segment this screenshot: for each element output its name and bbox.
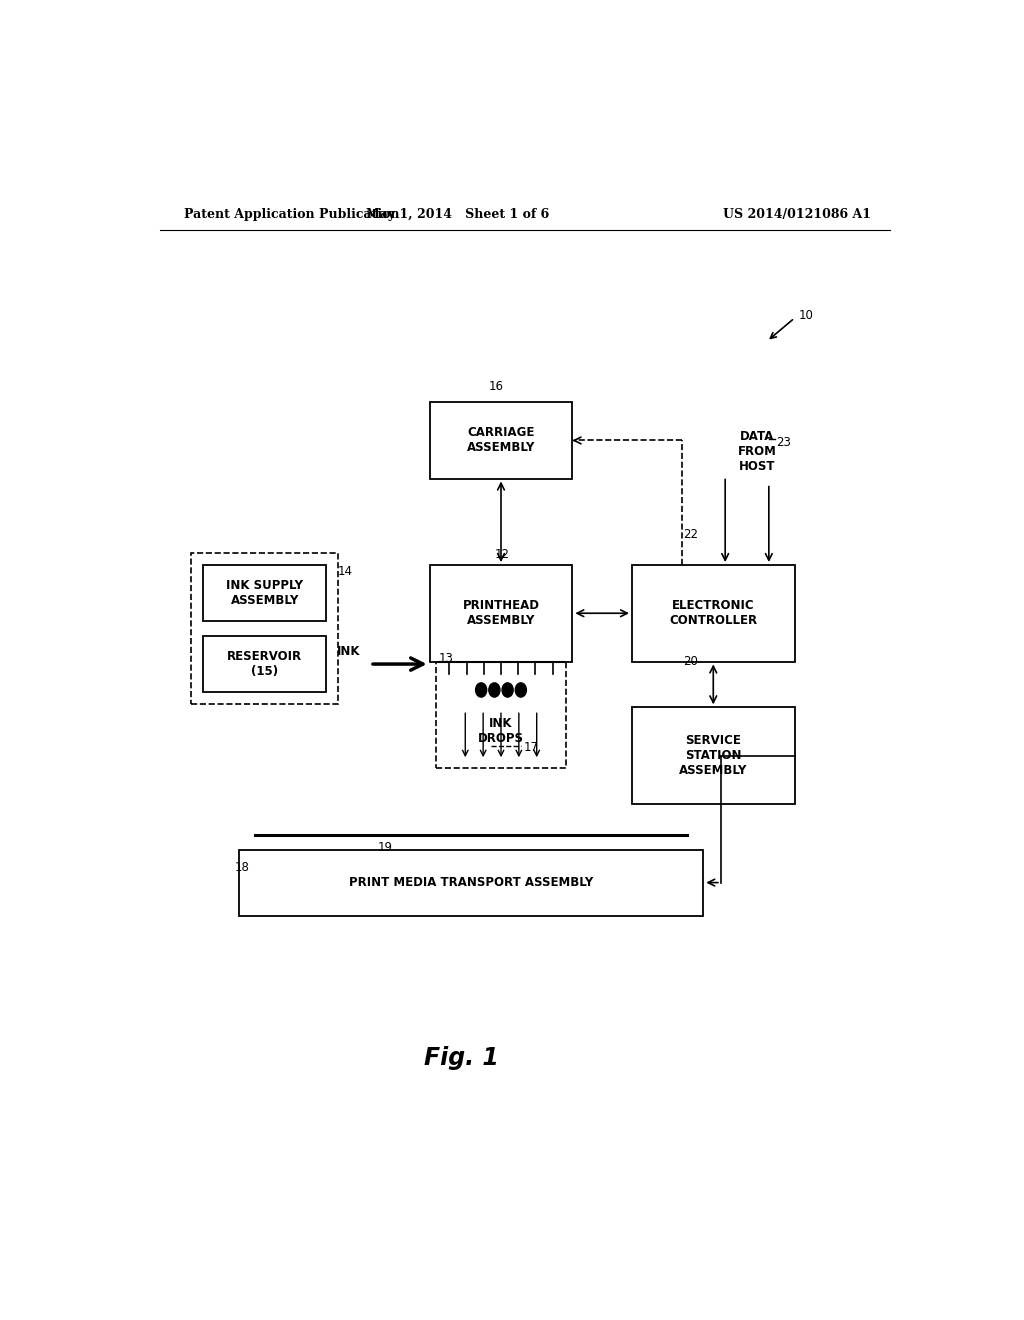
Text: INK SUPPLY
ASSEMBLY: INK SUPPLY ASSEMBLY [226, 579, 303, 607]
FancyBboxPatch shape [436, 661, 566, 768]
Circle shape [502, 682, 513, 697]
Text: May 1, 2014   Sheet 1 of 6: May 1, 2014 Sheet 1 of 6 [366, 207, 549, 220]
Text: 23: 23 [776, 437, 792, 450]
Text: SERVICE
STATION
ASSEMBLY: SERVICE STATION ASSEMBLY [679, 734, 748, 777]
Text: 22: 22 [684, 528, 698, 541]
Circle shape [515, 682, 526, 697]
FancyBboxPatch shape [632, 708, 795, 804]
Text: 13: 13 [439, 652, 454, 665]
Text: CARRIAGE
ASSEMBLY: CARRIAGE ASSEMBLY [467, 426, 536, 454]
FancyBboxPatch shape [430, 403, 572, 479]
Text: Patent Application Publication: Patent Application Publication [183, 207, 399, 220]
FancyBboxPatch shape [632, 565, 795, 661]
Text: PRINTHEAD
ASSEMBLY: PRINTHEAD ASSEMBLY [463, 599, 540, 627]
Text: 16: 16 [488, 380, 503, 392]
FancyBboxPatch shape [204, 636, 327, 692]
Text: INK: INK [337, 645, 360, 657]
Text: 18: 18 [236, 862, 250, 874]
FancyBboxPatch shape [191, 553, 338, 704]
Text: 14: 14 [338, 565, 352, 578]
FancyBboxPatch shape [430, 565, 572, 661]
Text: RESERVOIR
(15): RESERVOIR (15) [227, 649, 302, 678]
Text: PRINT MEDIA TRANSPORT ASSEMBLY: PRINT MEDIA TRANSPORT ASSEMBLY [349, 876, 593, 890]
Circle shape [488, 682, 500, 697]
Circle shape [475, 682, 486, 697]
Text: US 2014/0121086 A1: US 2014/0121086 A1 [723, 207, 871, 220]
Text: 10: 10 [799, 309, 813, 322]
Text: 17: 17 [523, 742, 539, 755]
Text: 12: 12 [495, 548, 510, 561]
FancyBboxPatch shape [204, 565, 327, 620]
Text: ELECTRONIC
CONTROLLER: ELECTRONIC CONTROLLER [670, 599, 758, 627]
Text: DATA
FROM
HOST: DATA FROM HOST [737, 430, 776, 474]
Text: 20: 20 [684, 655, 698, 668]
Text: INK
DROPS: INK DROPS [478, 717, 524, 744]
FancyBboxPatch shape [240, 850, 703, 916]
Text: Fig. 1: Fig. 1 [424, 1045, 499, 1071]
Text: 19: 19 [378, 841, 393, 854]
